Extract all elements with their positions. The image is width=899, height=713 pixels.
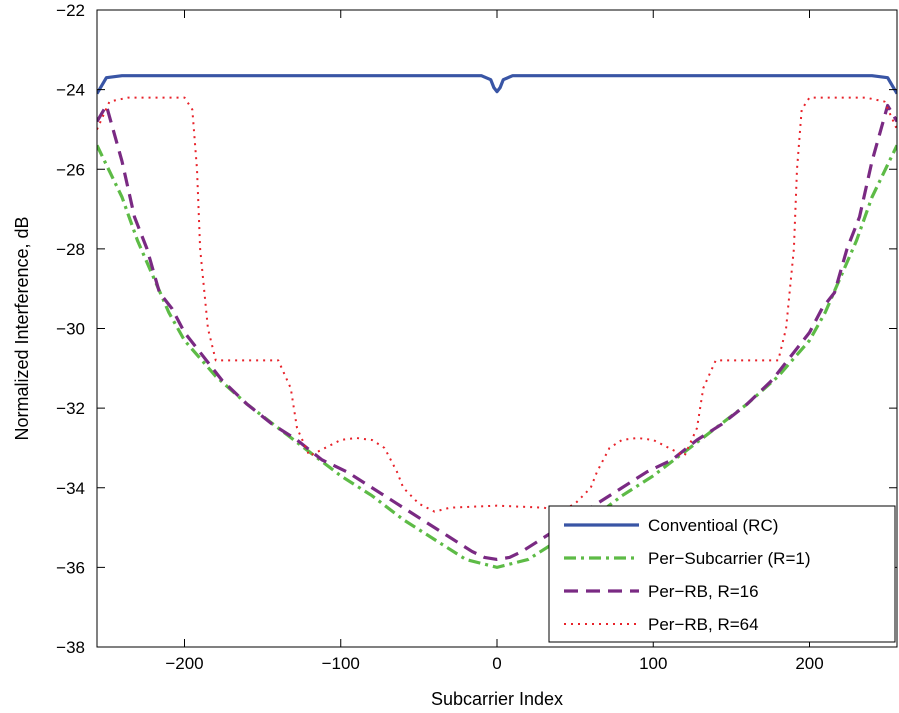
x-tick-label: 200 — [795, 654, 823, 673]
series-layer — [97, 74, 897, 569]
series-line-2 — [97, 144, 897, 569]
y-tick-label: −28 — [56, 240, 85, 259]
y-tick-label: −36 — [56, 558, 85, 577]
legend: Conventioal (RC) Per−Subcarrier (R=1) Per−… — [548, 505, 896, 643]
x-tick-label: 100 — [639, 654, 667, 673]
legend-label-4: Per−RB, R=64 — [648, 615, 759, 634]
tick-layer: −200 −100 0 100 200 −38 −36 −34 −32 −30 −28 −26 −24 −… — [56, 1, 897, 673]
legend-label-2: Per−Subcarrier (R=1) — [648, 549, 811, 568]
x-tick-label: −200 — [165, 654, 203, 673]
legend-label-1: Conventioal (RC) — [648, 516, 778, 535]
x-tick-label: 0 — [492, 654, 501, 673]
x-axis-label: Subcarrier Index — [431, 689, 563, 709]
series-line-1 — [97, 74, 897, 95]
y-tick-label: −24 — [56, 81, 85, 100]
y-tick-label: −32 — [56, 399, 85, 418]
y-tick-label: −34 — [56, 479, 85, 498]
y-axis-label: Normalized Interference, dB — [12, 216, 32, 440]
legend-box — [548, 505, 896, 643]
y-tick-label: −22 — [56, 1, 85, 20]
legend-label-3: Per−RB, R=16 — [648, 582, 759, 601]
y-tick-label: −38 — [56, 638, 85, 657]
series-line-3 — [97, 103, 897, 562]
y-tick-label: −30 — [56, 320, 85, 339]
x-tick-label: −100 — [322, 654, 360, 673]
series-line-4 — [97, 96, 897, 513]
y-tick-label: −26 — [56, 160, 85, 179]
